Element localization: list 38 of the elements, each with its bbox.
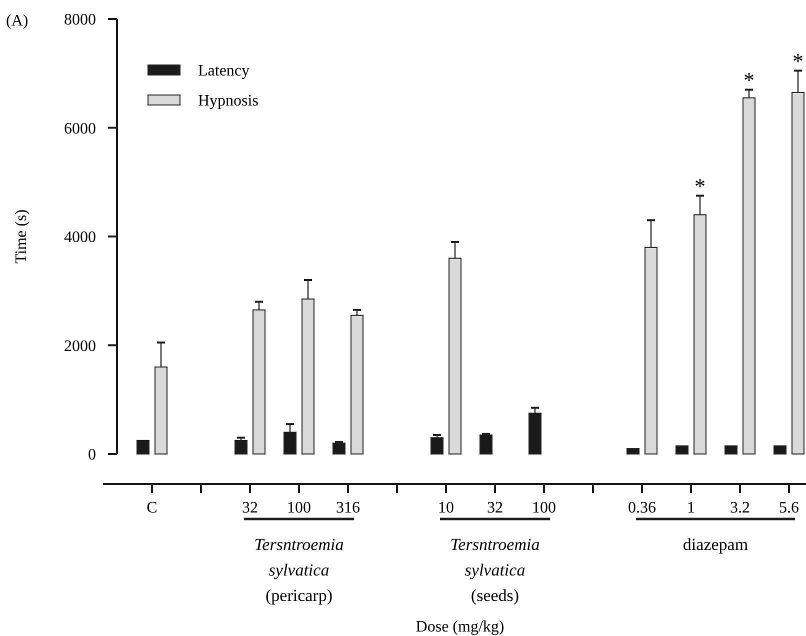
bar (724, 445, 738, 454)
x-tick-label: 3.2 (730, 500, 750, 517)
bar (480, 434, 492, 454)
y-tick-label: 2000 (64, 338, 96, 355)
x-tick-label: C (146, 500, 158, 517)
bar (676, 445, 688, 454)
x-tick-label: 100 (532, 500, 556, 517)
legend-label: Hypnosis (198, 92, 258, 110)
annotation: * (744, 68, 754, 93)
bar (136, 440, 150, 454)
x-tick-label: 1 (687, 500, 695, 517)
annotation: * (694, 174, 706, 199)
text: diazepam (682, 534, 748, 554)
bar (774, 445, 786, 454)
legend-label: Latency (198, 62, 250, 80)
bar (626, 448, 640, 454)
x-tick-label: 5.6 (779, 500, 799, 517)
x-tick-label: 100 (287, 500, 311, 517)
x-tick-label: 32 (242, 500, 258, 517)
bar (528, 412, 542, 454)
text: (A) (6, 12, 28, 30)
y-tick-label: 8000 (64, 12, 96, 29)
y-axis-title: Time (s) (13, 209, 30, 264)
bar (350, 314, 364, 454)
text: Tersntroemia sylvatica (pericarp) (254, 534, 344, 605)
bar (430, 437, 444, 454)
y-tick-label: 6000 (64, 120, 96, 138)
y-tick-label: 0 (88, 446, 96, 464)
bar (234, 440, 248, 454)
annotation: * (792, 48, 804, 74)
text: Dose (mg/kg) (416, 618, 504, 636)
x-tick-label: 10 (438, 500, 454, 517)
y-tick-label: 4000 (64, 229, 96, 246)
text: Tersntroemia sylvatica (seeds) (450, 534, 540, 605)
bar (332, 442, 346, 454)
x-tick-label: 316 (336, 500, 360, 517)
x-tick-label: 32 (487, 500, 503, 517)
x-tick-label: 0.36 (628, 500, 656, 517)
